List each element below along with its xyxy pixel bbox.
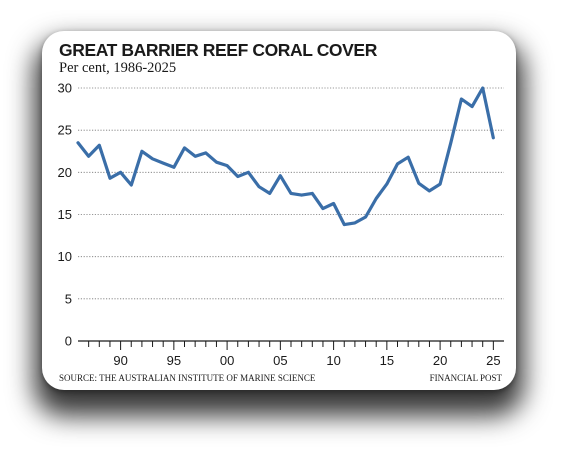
x-tick-label: 00: [220, 353, 234, 368]
coral-cover-line: [76, 86, 495, 227]
x-tick-label: 10: [326, 353, 340, 368]
source-note: SOURCE: THE AUSTRALIAN INSTITUTE OF MARI…: [59, 373, 316, 383]
y-tick-label: 10: [58, 249, 72, 264]
y-tick-label: 30: [58, 81, 72, 96]
y-tick-label: 0: [65, 334, 72, 349]
x-tick-label: 90: [113, 353, 127, 368]
publisher-credit: FINANCIAL POST: [429, 373, 502, 383]
y-tick-label: 25: [58, 123, 72, 138]
chart-title: GREAT BARRIER REEF CORAL COVER: [59, 40, 377, 60]
y-tick-label: 20: [58, 165, 72, 180]
x-tick-label: 05: [273, 353, 287, 368]
y-tick-label: 15: [58, 207, 72, 222]
chart-card: GREAT BARRIER REEF CORAL COVER Per cent,…: [42, 31, 516, 390]
x-axis: 90 95 00 05 10 15 20 25: [78, 340, 504, 368]
grid-layer: [78, 87, 504, 300]
x-tick-label: 15: [380, 353, 394, 368]
x-tick-label: 95: [167, 353, 181, 368]
y-tick-label: 5: [65, 291, 72, 306]
y-axis-labels: 0 5 10 15 20 25 30: [58, 81, 72, 349]
chart-subtitle: Per cent, 1986-2025: [59, 60, 177, 76]
x-tick-label: 25: [486, 353, 500, 368]
x-tick-label: 20: [433, 353, 447, 368]
